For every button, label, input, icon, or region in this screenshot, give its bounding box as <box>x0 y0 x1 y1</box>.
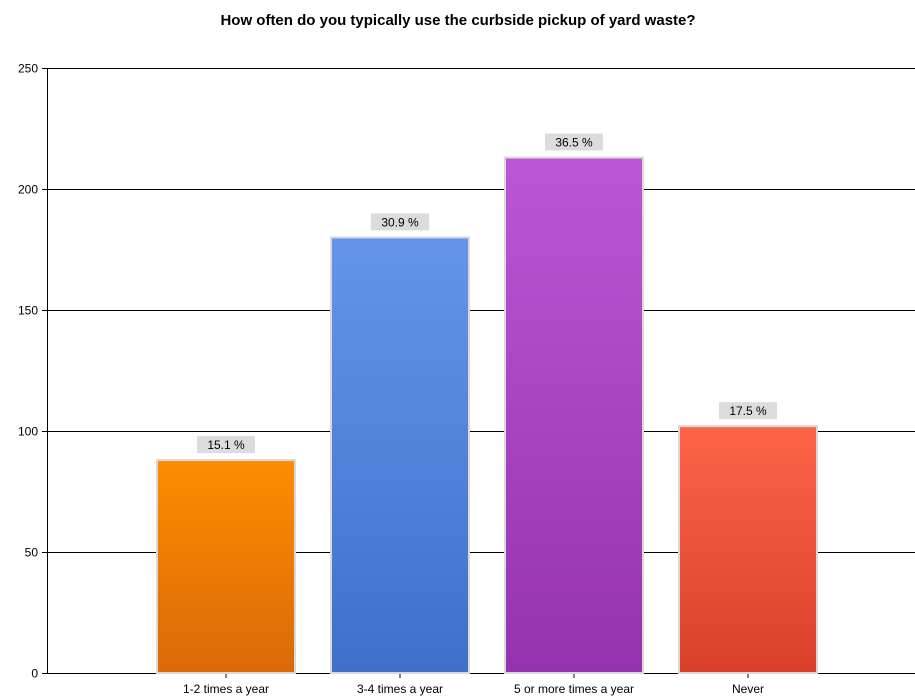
data-label: 17.5 % <box>729 404 767 418</box>
bars <box>156 156 818 675</box>
data-label: 30.9 % <box>381 215 419 229</box>
data-label-box <box>545 133 603 151</box>
y-tick-label: 250 <box>18 62 38 76</box>
bar-1 <box>330 236 470 674</box>
data-label-box <box>371 213 429 231</box>
y-tick-label: 100 <box>18 425 38 439</box>
bar-0 <box>156 459 296 675</box>
x-category-label: 3-4 times a year <box>357 682 443 696</box>
data-label-box <box>719 402 777 420</box>
data-label: 15.1 % <box>207 438 245 452</box>
data-labels: 15.1 % 30.9 % 36.5 % 17.5 % <box>197 133 777 454</box>
data-label: 36.5 % <box>555 136 593 150</box>
y-tick-label: 150 <box>18 304 38 318</box>
bar-2 <box>504 156 644 675</box>
y-tick-label: 50 <box>25 546 39 560</box>
chart-title: How often do you typically use the curbs… <box>220 12 695 29</box>
x-category-label: 1-2 times a year <box>183 682 269 696</box>
x-category-label: 5 or more times a year <box>514 682 634 696</box>
y-tick-label: 200 <box>18 183 38 197</box>
data-label-box <box>197 436 255 454</box>
bar-3 <box>678 425 818 674</box>
y-tick-label: 0 <box>31 667 38 681</box>
x-category-label: Never <box>732 682 764 696</box>
